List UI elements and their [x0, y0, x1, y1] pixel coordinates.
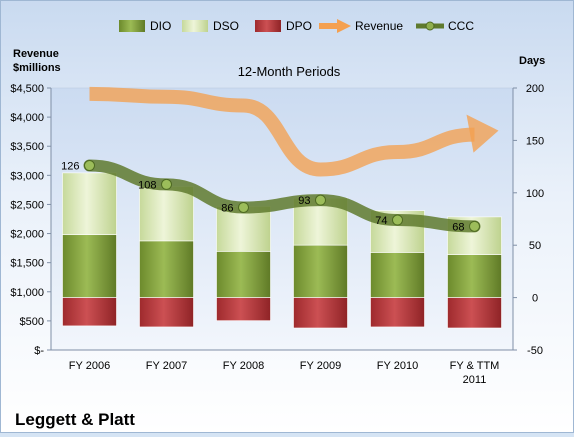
legend-swatch-dio	[119, 20, 145, 32]
x-axis-tick-label: FY 2007	[146, 360, 187, 372]
bar-dpo	[62, 297, 117, 327]
legend-label-dso: DSO	[213, 19, 239, 33]
legend: DIO DSO DPO Revenue CCC	[119, 19, 474, 33]
bar-dpo	[370, 297, 425, 328]
ccc-line	[83, 159, 481, 233]
company-name: Leggett & Platt	[15, 410, 135, 429]
bar-layer	[62, 172, 502, 329]
right-axis-tick-label: 150	[526, 135, 544, 147]
right-axis-tick-label: 200	[526, 83, 544, 95]
legend-swatch-dpo	[255, 20, 281, 32]
legend-swatch-revenue-arrow-icon	[319, 19, 351, 33]
legend-swatch-dso	[182, 20, 208, 32]
x-axis-tick-label: FY 2010	[377, 360, 418, 372]
chart-title: 12-Month Periods	[238, 64, 341, 79]
bar-dpo	[216, 297, 271, 321]
x-axis-tick-label: FY 2006	[69, 360, 110, 372]
bar-dio	[139, 240, 194, 298]
left-axis-tick-label: $2,500	[10, 199, 44, 211]
ccc-data-label: 86	[221, 202, 233, 214]
x-axis-tick-label: FY 2008	[223, 360, 264, 372]
legend-label-ccc: CCC	[448, 19, 474, 33]
axes-layer: $- $500 $1,000 $1,500 $2,000 $2,500 $3,000 $3,5…	[10, 83, 544, 386]
legend-label-revenue: Revenue	[355, 19, 403, 33]
x-axis-tick-label: FY 2009	[300, 360, 341, 372]
ccc-data-label: 93	[298, 195, 310, 207]
right-axis-tick-label: -50	[527, 345, 543, 357]
bar-dio	[293, 244, 348, 298]
right-axis-title: Days	[519, 55, 545, 67]
bar-dpo	[447, 297, 502, 329]
left-axis-tick-label: $500	[20, 316, 44, 328]
revenue-line	[89, 86, 475, 177]
legend-label-dio: DIO	[150, 19, 171, 33]
x-axis-tick-label: 2011	[463, 374, 487, 386]
bar-dpo	[293, 297, 348, 329]
x-axis-tick-label: FY & TTM	[450, 360, 500, 372]
legend-label-dpo: DPO	[286, 19, 312, 33]
ccc-point	[238, 201, 249, 213]
ccc-point	[392, 214, 403, 226]
left-axis-tick-label: $4,000	[10, 112, 44, 124]
ccc-point	[84, 160, 95, 172]
ccc-data-label: 68	[452, 221, 464, 233]
right-axis-tick-label: 50	[529, 240, 541, 252]
left-axis-tick-label: $-	[34, 345, 44, 357]
bar-dpo	[139, 297, 194, 328]
ccc-data-label: 126	[61, 161, 79, 173]
bar-dio	[216, 251, 271, 298]
legend-swatch-ccc-line-icon	[416, 21, 444, 31]
left-axis-title-line-2: $millions	[13, 62, 61, 74]
left-axis-title-line-1: Revenue	[13, 48, 59, 60]
bar-dso	[139, 186, 194, 242]
bar-dio	[370, 252, 425, 298]
ccc-point	[315, 194, 326, 206]
bar-dio	[447, 254, 502, 298]
ccc-data-label: 108	[138, 179, 156, 191]
ccc-data-label: 74	[375, 215, 387, 227]
right-axis-tick-label: 0	[532, 293, 538, 305]
ccc-layer: 126 108 86 93 74 68	[61, 159, 481, 233]
left-axis-tick-label: $3,000	[10, 170, 44, 182]
bar-dio	[62, 234, 117, 298]
bar-dso	[62, 172, 117, 236]
left-axis-tick-label: $4,500	[10, 83, 44, 95]
left-axis-tick-label: $2,000	[10, 229, 44, 241]
left-axis-tick-label: $3,500	[10, 141, 44, 153]
left-axis-tick-label: $1,500	[10, 258, 44, 270]
right-axis-tick-label: 100	[526, 188, 544, 200]
ccc-point	[469, 220, 480, 232]
left-axis-tick-label: $1,000	[10, 287, 44, 299]
ccc-point	[161, 178, 172, 190]
revenue-arrowhead	[466, 114, 499, 153]
revenue-layer	[89, 86, 499, 177]
